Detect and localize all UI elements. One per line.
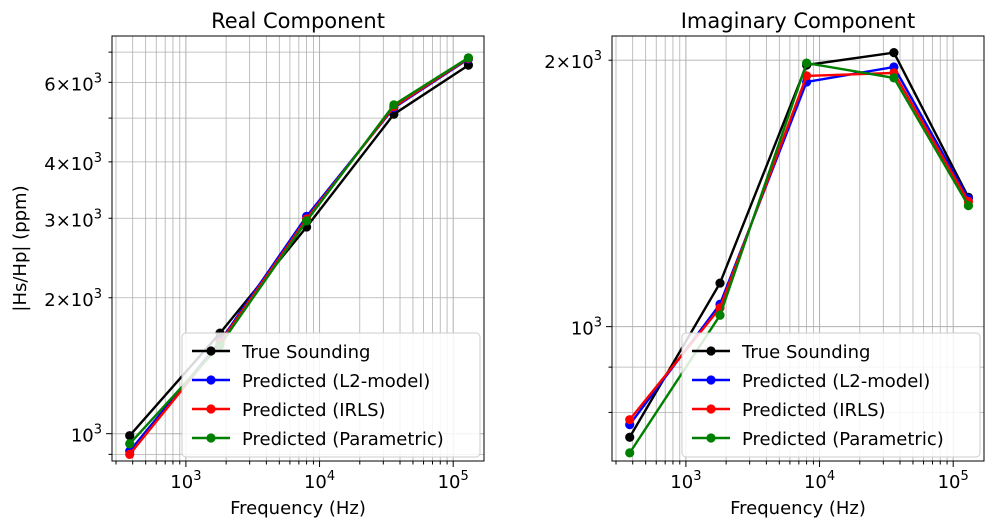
data-point [125, 449, 135, 459]
chart-title: Real Component [211, 9, 385, 33]
y-tick-label: 2×103 [544, 49, 602, 73]
legend-item: Predicted (L2-model) [192, 371, 430, 392]
data-point [625, 415, 635, 425]
data-point [715, 278, 725, 288]
data-point [715, 310, 725, 320]
panel-imaginary: 103 104 105 103 2×103 Imaginary Component Freq… [544, 9, 985, 519]
y-axis-label: |Hs/Hp| (ppm) [10, 185, 31, 311]
y-tick-label: 4×103 [44, 151, 102, 175]
x-tick-label: 105 [938, 469, 969, 493]
legend-marker [206, 346, 216, 356]
data-point [889, 47, 899, 58]
x-axis-label: Frequency (Hz) [230, 498, 366, 519]
data-point [889, 73, 899, 83]
data-point [389, 100, 399, 110]
x-tick-label: 104 [804, 469, 835, 493]
legend-label: Predicted (Parametric) [242, 429, 444, 450]
legend-marker [706, 375, 716, 385]
legend-item: Predicted (L2-model) [692, 371, 930, 392]
y-tick-label: 103 [71, 423, 102, 447]
legend-item: Predicted (IRLS) [192, 400, 386, 421]
legend-marker [706, 404, 716, 414]
axes-frame [611, 35, 985, 462]
data-point [801, 58, 812, 68]
legend: True Sounding Predicted (L2-model) Predict… [681, 332, 981, 458]
data-point [625, 432, 635, 442]
legend-item: True Sounding [192, 342, 370, 363]
legend-label: Predicted (IRLS) [742, 400, 886, 421]
legend-marker [206, 433, 216, 443]
y-tick-label: 6×103 [44, 71, 102, 95]
legend-item: Predicted (Parametric) [692, 429, 944, 450]
data-point [801, 71, 812, 81]
y-tick-label: 103 [571, 316, 602, 340]
legend-box [681, 332, 981, 458]
legend-marker [206, 375, 216, 385]
legend-label: Predicted (Parametric) [742, 429, 944, 450]
data-point [301, 216, 312, 226]
legend-label: True Sounding [741, 342, 870, 363]
legend-item: Predicted (IRLS) [692, 400, 886, 421]
legend-label: True Sounding [241, 342, 370, 363]
legend-item: Predicted (Parametric) [192, 429, 444, 450]
data-point [963, 201, 974, 211]
x-tick-label: 103 [670, 469, 701, 493]
y-tick-label: 2×103 [44, 287, 102, 311]
x-axis-label: Frequency (Hz) [730, 498, 866, 519]
legend-marker [706, 346, 716, 356]
x-tick-label: 105 [438, 469, 469, 493]
legend-marker [706, 433, 716, 443]
chart-title: Imaginary Component [681, 9, 916, 33]
legend: True Sounding Predicted (L2-model) Predict… [181, 332, 481, 458]
legend-label: Predicted (L2-model) [242, 371, 430, 392]
axes-frame [111, 35, 485, 462]
legend-label: Predicted (IRLS) [242, 400, 386, 421]
legend-marker [206, 404, 216, 414]
data-point [125, 439, 135, 449]
data-point [463, 53, 474, 63]
data-point [125, 431, 135, 441]
x-tick-label: 104 [304, 469, 335, 493]
legend-label: Predicted (L2-model) [742, 371, 930, 392]
panel-real: 103 104 105 103 2×103 3×103 4×103 6×103 Real Com… [10, 9, 485, 519]
legend-box [181, 332, 481, 458]
legend-item: True Sounding [692, 342, 870, 363]
data-point [625, 448, 635, 458]
y-tick-label: 3×103 [44, 207, 102, 231]
x-tick-label: 103 [170, 469, 201, 493]
